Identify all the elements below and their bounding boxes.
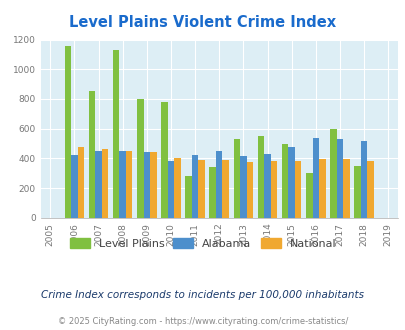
- Bar: [150, 152, 156, 218]
- Bar: [209, 167, 215, 218]
- Bar: [222, 160, 228, 218]
- Bar: [329, 129, 336, 218]
- Bar: [161, 102, 167, 218]
- Bar: [257, 136, 264, 218]
- Bar: [89, 91, 95, 218]
- Bar: [233, 139, 239, 218]
- Bar: [281, 144, 288, 218]
- Bar: [288, 147, 294, 218]
- Bar: [77, 147, 84, 218]
- Text: © 2025 CityRating.com - https://www.cityrating.com/crime-statistics/: © 2025 CityRating.com - https://www.city…: [58, 317, 347, 326]
- Bar: [126, 150, 132, 218]
- Bar: [71, 155, 77, 218]
- Bar: [367, 161, 373, 218]
- Bar: [198, 160, 205, 218]
- Bar: [102, 149, 108, 218]
- Bar: [294, 161, 301, 218]
- Bar: [137, 99, 143, 218]
- Bar: [113, 50, 119, 218]
- Bar: [342, 159, 349, 218]
- Bar: [336, 139, 342, 218]
- Bar: [192, 155, 198, 218]
- Bar: [239, 156, 246, 218]
- Bar: [246, 162, 253, 218]
- Text: Crime Index corresponds to incidents per 100,000 inhabitants: Crime Index corresponds to incidents per…: [41, 290, 364, 300]
- Bar: [312, 138, 318, 218]
- Bar: [360, 141, 367, 218]
- Bar: [215, 151, 222, 218]
- Bar: [318, 159, 325, 218]
- Bar: [185, 176, 192, 218]
- Bar: [264, 154, 270, 218]
- Bar: [305, 173, 312, 218]
- Bar: [167, 161, 174, 218]
- Text: Level Plains Violent Crime Index: Level Plains Violent Crime Index: [69, 15, 336, 30]
- Bar: [270, 161, 277, 218]
- Bar: [354, 166, 360, 218]
- Bar: [95, 151, 102, 218]
- Bar: [64, 46, 71, 218]
- Bar: [174, 158, 180, 218]
- Bar: [143, 152, 150, 218]
- Legend: Level Plains, Alabama, National: Level Plains, Alabama, National: [65, 234, 340, 253]
- Bar: [119, 151, 126, 218]
